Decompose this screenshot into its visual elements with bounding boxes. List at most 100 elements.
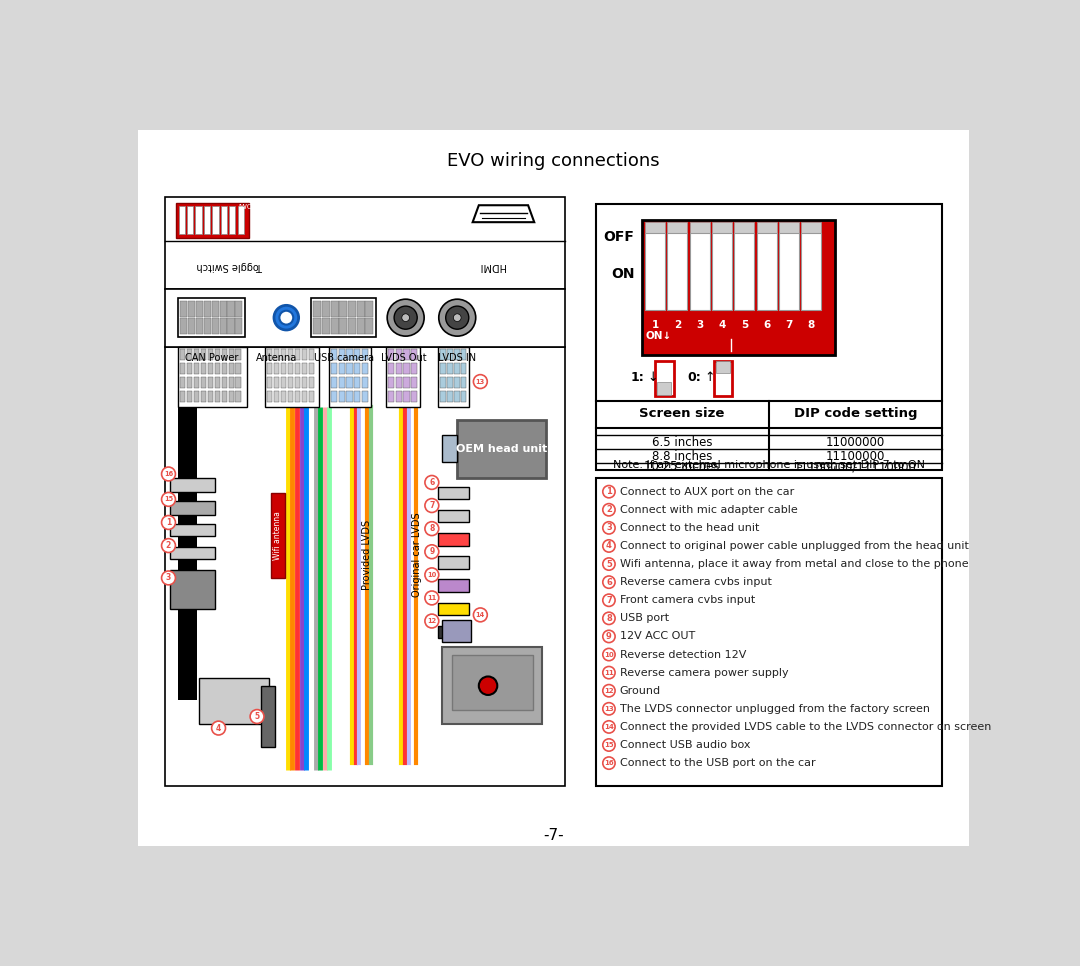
Text: 3: 3 bbox=[606, 524, 611, 532]
Circle shape bbox=[603, 612, 616, 624]
Text: 4: 4 bbox=[606, 542, 612, 551]
Bar bbox=[441, 391, 446, 402]
Text: 10.25 inches: 10.25 inches bbox=[645, 460, 719, 473]
Bar bbox=[267, 377, 272, 387]
Bar bbox=[438, 487, 469, 499]
Circle shape bbox=[162, 539, 175, 553]
Bar bbox=[354, 350, 361, 360]
Bar bbox=[194, 350, 200, 360]
Circle shape bbox=[603, 576, 616, 588]
Bar bbox=[447, 377, 453, 387]
Bar bbox=[690, 233, 710, 310]
Bar bbox=[395, 350, 402, 360]
Bar bbox=[178, 407, 197, 699]
Text: CAN Power: CAN Power bbox=[185, 354, 239, 363]
Circle shape bbox=[603, 702, 616, 715]
Circle shape bbox=[473, 608, 487, 622]
Bar bbox=[313, 318, 321, 334]
Text: 11000000: 11000000 bbox=[826, 436, 885, 449]
Circle shape bbox=[603, 630, 616, 642]
Bar bbox=[347, 350, 352, 360]
Bar bbox=[201, 377, 206, 387]
Bar bbox=[362, 350, 368, 360]
Bar bbox=[170, 501, 215, 515]
Text: Wifi antenna: Wifi antenna bbox=[273, 511, 282, 560]
Text: DIP code setting: DIP code setting bbox=[794, 408, 917, 420]
Bar bbox=[388, 391, 394, 402]
Bar bbox=[187, 391, 192, 402]
Bar bbox=[347, 377, 352, 387]
Bar bbox=[656, 360, 674, 396]
Bar bbox=[178, 347, 247, 407]
Bar bbox=[215, 363, 220, 374]
Bar bbox=[288, 350, 294, 360]
Text: 8.8 inches: 8.8 inches bbox=[652, 450, 713, 463]
Bar bbox=[438, 347, 469, 407]
Bar bbox=[229, 350, 234, 360]
Bar bbox=[596, 478, 943, 785]
Bar bbox=[690, 222, 710, 233]
Bar bbox=[170, 478, 215, 492]
Text: 6: 6 bbox=[764, 320, 770, 329]
Text: 5: 5 bbox=[741, 320, 748, 329]
Text: ON↓: ON↓ bbox=[646, 331, 672, 341]
Text: -7-: -7- bbox=[543, 829, 564, 843]
Bar bbox=[288, 377, 294, 387]
Bar bbox=[438, 603, 469, 615]
Circle shape bbox=[446, 306, 469, 329]
Bar bbox=[215, 377, 220, 387]
Bar bbox=[204, 300, 211, 317]
Bar bbox=[330, 318, 338, 334]
Bar bbox=[716, 360, 730, 373]
Bar bbox=[180, 363, 186, 374]
Bar bbox=[176, 203, 249, 239]
Bar bbox=[403, 377, 409, 387]
Text: USB port: USB port bbox=[620, 613, 669, 623]
Text: ↓: ↓ bbox=[647, 371, 658, 384]
Bar bbox=[221, 363, 227, 374]
Circle shape bbox=[603, 757, 616, 769]
Bar bbox=[447, 363, 453, 374]
Bar bbox=[187, 350, 192, 360]
Bar bbox=[204, 318, 211, 334]
Bar bbox=[347, 391, 352, 402]
Circle shape bbox=[603, 667, 616, 679]
Circle shape bbox=[162, 571, 175, 584]
Bar bbox=[461, 363, 467, 374]
Bar bbox=[642, 220, 835, 355]
Bar bbox=[180, 377, 186, 387]
Text: 12V ACC OUT: 12V ACC OUT bbox=[620, 632, 694, 641]
Circle shape bbox=[274, 305, 299, 330]
Bar bbox=[596, 205, 943, 470]
Bar bbox=[658, 383, 672, 395]
Bar bbox=[295, 391, 300, 402]
Text: 15: 15 bbox=[604, 742, 613, 748]
Bar bbox=[267, 363, 272, 374]
Text: 6: 6 bbox=[606, 578, 612, 586]
Bar bbox=[221, 391, 227, 402]
Bar bbox=[757, 233, 777, 310]
Bar bbox=[451, 655, 532, 710]
Circle shape bbox=[603, 486, 616, 497]
Bar bbox=[194, 391, 200, 402]
Text: Connect to the head unit: Connect to the head unit bbox=[620, 523, 759, 533]
Bar bbox=[164, 347, 565, 785]
Bar bbox=[457, 420, 545, 478]
Bar bbox=[403, 363, 409, 374]
Bar bbox=[714, 360, 732, 396]
Circle shape bbox=[402, 314, 409, 322]
Bar bbox=[411, 377, 417, 387]
Bar bbox=[447, 391, 453, 402]
Bar bbox=[213, 206, 218, 234]
Circle shape bbox=[162, 516, 175, 529]
Text: HDMI: HDMI bbox=[478, 261, 505, 271]
Text: Connect USB audio box: Connect USB audio box bbox=[620, 740, 751, 750]
Text: The LVDS connector unplugged from the factory screen: The LVDS connector unplugged from the fa… bbox=[620, 704, 930, 714]
Text: 4: 4 bbox=[718, 320, 726, 329]
Bar bbox=[442, 647, 542, 724]
Circle shape bbox=[212, 722, 226, 735]
Bar bbox=[712, 233, 732, 310]
Text: OFF: OFF bbox=[604, 230, 634, 243]
Bar bbox=[235, 300, 242, 317]
Bar bbox=[271, 494, 285, 578]
